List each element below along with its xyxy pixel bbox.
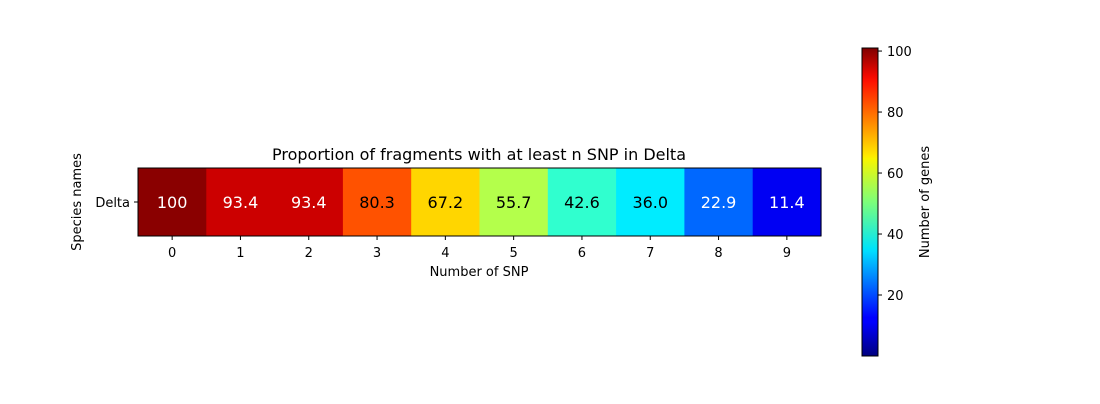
colorbar-tick-label: 60 (887, 167, 904, 182)
x-tick-label: 0 (168, 246, 176, 261)
heatmap-cells: 100 93.4 93.4 80.3 67.2 55.7 42.6 36.0 22.9 11.4 (138, 168, 822, 236)
colorbar-tick-label: 100 (887, 45, 912, 60)
cell-value-label: 55.7 (496, 193, 532, 212)
heatmap-cell (138, 168, 207, 236)
x-tick-label: 1 (236, 246, 244, 261)
x-axis-label: Number of SNP (430, 265, 529, 280)
heatmap-cell (206, 168, 276, 236)
x-tick-label: 2 (305, 246, 313, 261)
colorbar-ticks: 20 40 60 80 100 (878, 45, 912, 304)
cell-value-label: 42.6 (564, 193, 600, 212)
heatmap-cell (411, 168, 481, 236)
y-axis-ticks: Delta (95, 196, 138, 211)
colorbar-frame (861, 47, 879, 357)
cell-value-label: 93.4 (223, 193, 259, 212)
cell-value-label: 93.4 (291, 193, 327, 212)
cell-value-label: 100 (157, 193, 188, 212)
heatmap-cell (752, 168, 822, 236)
heatmap-cell (547, 168, 617, 236)
x-axis-ticks: 0 1 2 3 4 5 6 7 8 9 (168, 236, 791, 261)
x-tick-label: 8 (714, 246, 722, 261)
x-tick-label: 6 (578, 246, 586, 261)
cell-value-label: 11.4 (769, 193, 805, 212)
x-tick-label: 7 (646, 246, 654, 261)
x-tick-label: 5 (510, 246, 518, 261)
x-tick-label: 9 (783, 246, 791, 261)
colorbar-tick-label: 20 (887, 289, 904, 304)
heatmap-cell (479, 168, 549, 236)
x-tick-label: 4 (441, 246, 449, 261)
cell-value-label: 36.0 (632, 193, 668, 212)
colorbar (862, 48, 878, 356)
cell-value-label: 22.9 (701, 193, 737, 212)
colorbar-tick-label: 80 (887, 106, 904, 121)
heatmap-cell (684, 168, 754, 236)
heatmap-cell (342, 168, 412, 236)
x-tick-label: 3 (373, 246, 381, 261)
heatmap-cell (616, 168, 685, 236)
cell-value-label: 67.2 (428, 193, 464, 212)
y-axis-label: Species names (70, 153, 85, 251)
cell-value-label: 80.3 (359, 193, 395, 212)
y-tick-label: Delta (95, 196, 130, 211)
heatmap-cell (274, 168, 344, 236)
colorbar-label: Number of genes (918, 146, 933, 259)
chart-title: Proportion of fragments with at least n … (272, 145, 686, 164)
colorbar-tick-label: 40 (887, 228, 904, 243)
